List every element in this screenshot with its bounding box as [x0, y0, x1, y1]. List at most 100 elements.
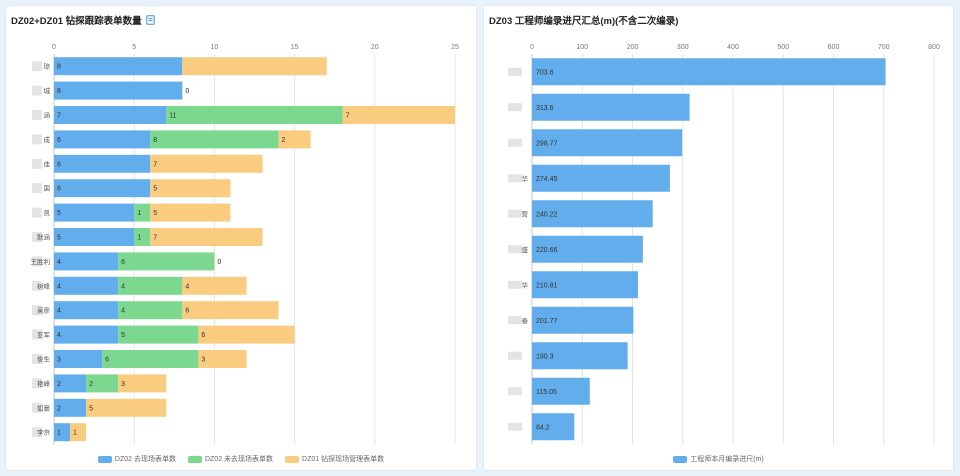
data-label: 5 [57, 210, 61, 217]
y-label-redaction [32, 110, 42, 120]
bar [532, 93, 690, 121]
data-label: 7 [346, 113, 350, 120]
y-tick-label: 默涵 [37, 233, 50, 242]
x-tick-label: 20 [371, 44, 379, 51]
bar-segment [150, 179, 231, 198]
y-label-redaction [32, 158, 42, 169]
x-tick-label: 25 [451, 44, 459, 51]
y-label-redaction [508, 103, 522, 112]
bar-segment [118, 325, 199, 344]
legend-item[interactable]: 工程师本月编录进尺(m) [673, 454, 764, 464]
data-label: 4 [57, 283, 61, 290]
bar-segment [54, 423, 71, 442]
y-tick-label: 营 [522, 209, 529, 218]
x-tick-label: 15 [291, 44, 299, 51]
y-label-redaction [32, 354, 42, 364]
bar-segment [118, 374, 167, 393]
data-label: 5 [121, 332, 125, 339]
data-label: 274.45 [536, 176, 558, 183]
y-label-redaction [508, 245, 522, 254]
bar-segment [54, 252, 119, 271]
data-label: 5 [89, 405, 93, 412]
legend-label: DZ02 去现场表单数 [114, 456, 176, 463]
y-label-redaction [32, 402, 42, 413]
y-label-redaction [32, 305, 42, 316]
y-label-redaction [32, 134, 42, 145]
bar [532, 306, 634, 334]
data-label: 4 [57, 308, 61, 315]
data-label: 6 [185, 308, 189, 315]
left-chart-title: DZ02+DZ01 钻探跟踪表单数量 [11, 13, 155, 28]
bar-segment [54, 57, 183, 76]
left-chart-panel: DZ02+DZ01 钻探跟踪表单数量 0510152025琼89城80涵7117… [5, 5, 477, 471]
data-label: 298.77 [536, 140, 558, 147]
y-tick-label: 凯 [44, 209, 51, 217]
data-label: 5 [57, 235, 61, 242]
bar-segment [118, 276, 183, 295]
data-label: 5 [153, 210, 157, 217]
y-tick-label: 城 [44, 87, 51, 95]
bar-segment [118, 252, 215, 271]
bar-segment [86, 398, 167, 417]
y-label-redaction [508, 174, 522, 183]
y-label-redaction [32, 427, 42, 438]
bar-segment [198, 350, 247, 368]
y-tick-label: 俊生 [37, 355, 51, 364]
x-tick-label: 0 [52, 44, 56, 51]
document-icon[interactable] [145, 15, 155, 28]
data-label: 6 [105, 357, 109, 364]
bar-segment [118, 301, 183, 320]
legend-swatch [97, 455, 112, 463]
y-label-redaction [508, 280, 522, 289]
data-label: 2 [57, 405, 61, 412]
left-title-text: DZ02+DZ01 钻探跟踪表单数量 [11, 16, 142, 27]
legend-swatch [285, 455, 300, 463]
bar-segment [150, 130, 279, 149]
y-tick-label: 艳峰 [37, 379, 51, 388]
y-tick-label: 盛 [522, 245, 529, 254]
data-label: 4 [185, 283, 189, 290]
data-label: 84.2 [536, 424, 550, 431]
bar-segment [54, 374, 87, 393]
x-tick-label: 600 [828, 44, 840, 51]
data-label: 2 [282, 137, 286, 144]
x-tick-label: 500 [777, 44, 789, 51]
y-tick-label: 华 [522, 174, 529, 183]
x-tick-label: 400 [727, 44, 739, 51]
y-label-redaction [32, 207, 42, 218]
bar-segment [150, 203, 231, 222]
legend-item[interactable]: DZ01 钻探现场管理表单数 [285, 454, 384, 464]
legend-swatch [673, 455, 688, 463]
x-tick-label: 800 [928, 44, 940, 51]
legend-item[interactable]: DZ02 未去现场表单数 [187, 454, 274, 464]
legend-label: 工程师本月编录进尺(m) [690, 456, 764, 463]
footage-bar-chart: 0 100 200 300 400 500 600 700 800 703.6 313.6 298.7… [508, 44, 940, 445]
legend-item[interactable]: DZ02 去现场表单数 [97, 454, 176, 464]
bar-segment [134, 203, 151, 222]
data-label: 1 [73, 430, 77, 437]
bar-segment [54, 350, 103, 368]
data-label: 4 [121, 308, 125, 315]
y-tick-label: 王胜利 [31, 257, 51, 266]
bar-segment [54, 130, 151, 149]
bar-segment [102, 350, 199, 368]
data-label: 7 [57, 113, 61, 120]
bar-segment [342, 106, 455, 124]
data-label: 1 [137, 235, 141, 242]
y-label-redaction [508, 316, 522, 325]
right-chart-legend: 工程师本月编录进尺(m) [484, 454, 953, 464]
y-label-redaction [32, 232, 42, 242]
bar-segment [182, 301, 279, 320]
bar-segment [182, 57, 327, 76]
data-label: 6 [201, 332, 205, 339]
y-label-redaction [508, 351, 522, 360]
data-label: 1 [137, 210, 141, 217]
x-tick-label: 200 [627, 44, 639, 51]
bar-segment [54, 81, 183, 100]
bar [532, 164, 670, 192]
data-label: 8 [57, 88, 61, 95]
legend-label: DZ02 未去现场表单数 [204, 456, 274, 463]
y-label-redaction [32, 329, 42, 340]
y-label-redaction [32, 61, 42, 72]
data-label: 115.05 [536, 389, 557, 396]
